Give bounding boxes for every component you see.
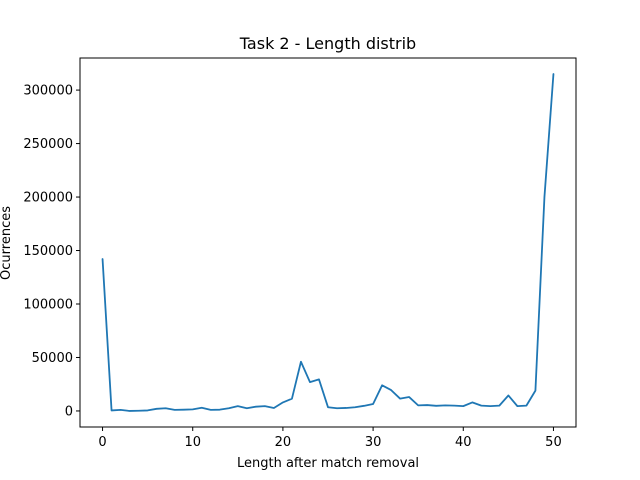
x-tick-label: 50 [545, 435, 562, 450]
y-tick-label: 100000 [23, 298, 73, 313]
x-tick-label: 0 [98, 435, 106, 450]
series-layer [101, 73, 555, 412]
y-tick-label: 200000 [23, 191, 73, 206]
plot-background [80, 58, 576, 427]
x-tick-label: 10 [184, 435, 201, 450]
y-tick-label: 150000 [23, 244, 73, 259]
y-axis-title: Ocurrences [0, 206, 14, 280]
x-tick-label: 30 [365, 435, 382, 450]
x-tick-label: 40 [455, 435, 472, 450]
y-tick-label: 300000 [23, 84, 73, 99]
y-tick-label: 0 [65, 404, 73, 419]
series-line-0 [101, 73, 555, 412]
plot-frame [79, 57, 577, 428]
x-axis-ticks: 0 10 20 30 40 50 [98, 427, 562, 450]
y-tick-label: 250000 [23, 137, 73, 152]
y-tick-label: 50000 [32, 351, 73, 366]
x-axis-title: Length after match removal [237, 456, 419, 471]
x-tick-label: 20 [275, 435, 292, 450]
y-axis-ticks: 0 50000 100000 150000 200000 250000 300000 [23, 84, 80, 419]
chart-title: Task 2 - Length distrib [239, 34, 416, 53]
